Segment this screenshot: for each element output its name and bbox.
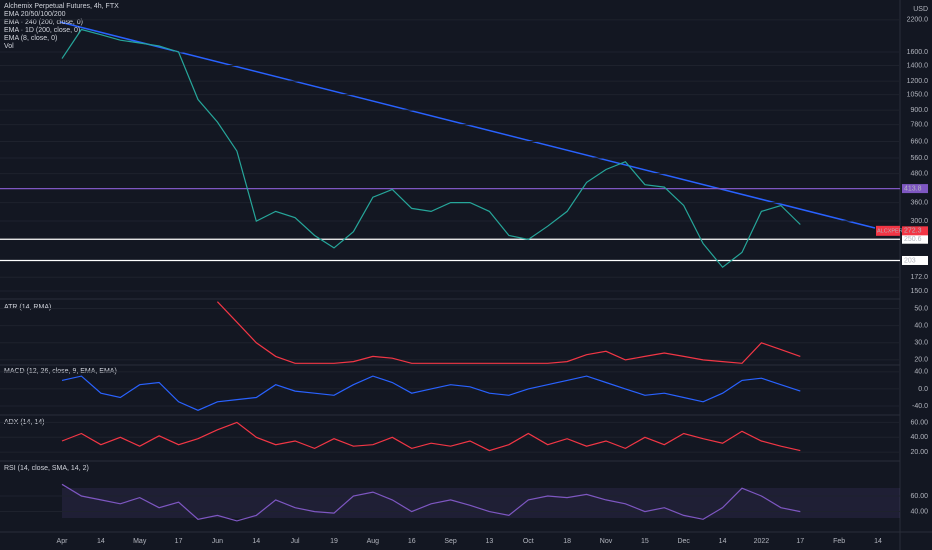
pane-title: RSI (14, close, SMA, 14, 2) [4, 465, 89, 472]
x-tick-label: Aug [367, 538, 380, 545]
series-line [216, 301, 801, 364]
y-tick-label: 1600.0 [907, 49, 929, 56]
y-tick-label: 0.0 [918, 386, 928, 393]
y-tick-label: 40.00 [910, 508, 928, 515]
indicator-label: EMA · 240 (200, close, 0) [4, 19, 83, 26]
symbol-tag-bg [876, 225, 900, 236]
y-tick-label: 20.00 [910, 449, 928, 456]
x-tick-label: Sep [444, 538, 457, 545]
last-price-bg [902, 226, 928, 236]
y-tick-label: 900.0 [910, 107, 928, 114]
y-tick-label: 20.0 [914, 357, 928, 364]
symbol-tag: ALCXPERP [877, 228, 907, 234]
y-tick-label: 40.00 [910, 434, 928, 441]
x-tick-label: 14 [874, 538, 882, 545]
y-tick-label: 172.0 [910, 274, 928, 281]
y-tick-label: 780.0 [910, 121, 928, 128]
x-tick-label: Jul [291, 538, 300, 545]
last-price: 272.3 [904, 228, 922, 235]
x-tick-label: 15 [641, 538, 649, 545]
y-tick-label: 40.0 [914, 369, 928, 376]
x-tick-label: 17 [796, 538, 804, 545]
y-tick-label: 360.0 [910, 199, 928, 206]
y-tick-label: 2200.0 [907, 17, 929, 24]
level-label: 250.6 [904, 236, 922, 243]
level-label: 203 [904, 257, 916, 264]
x-tick-label: 16 [408, 538, 416, 545]
x-tick-label: 14 [252, 538, 260, 545]
y-tick-label: 560.0 [910, 155, 928, 162]
pane-title: ATR (14, RMA) [4, 304, 51, 311]
rsi-band [62, 488, 900, 518]
y-tick-label: 60.00 [910, 493, 928, 500]
series-line [61, 375, 801, 411]
y-tick-label: -40.0 [912, 403, 928, 410]
y-tick-label: 1400.0 [907, 62, 929, 69]
x-tick-label: Jun [212, 538, 223, 545]
y-tick-label: 1050.0 [907, 91, 929, 98]
y-tick-label: 150.0 [910, 288, 928, 295]
y-tick-label: 300.0 [910, 218, 928, 225]
x-tick-label: Nov [600, 538, 613, 545]
indicator-label: EMA (8, close, 0) [4, 35, 57, 42]
x-tick-label: Dec [677, 538, 690, 545]
y-tick-label: 480.0 [910, 170, 928, 177]
series-line [61, 28, 801, 269]
x-tick-label: Apr [57, 538, 69, 545]
y-tick-label: 60.00 [910, 419, 928, 426]
x-tick-label: 17 [175, 538, 183, 545]
level-label-bg [902, 234, 928, 244]
x-tick-label: 14 [97, 538, 105, 545]
indicator-label: EMA 20/50/100/200 [4, 11, 66, 18]
x-tick-label: May [133, 538, 147, 545]
series-line [61, 421, 801, 452]
x-tick-label: Feb [833, 538, 845, 545]
x-tick-label: 14 [719, 538, 727, 545]
level-label: 413.8 [904, 185, 922, 192]
indicator-label: Vol [4, 43, 14, 50]
y-tick-label: 660.0 [910, 138, 928, 145]
symbol-title: Alchemix Perpetual Futures, 4h, FTX [4, 3, 119, 10]
y-tick-label: 30.0 [914, 340, 928, 347]
x-tick-label: 19 [330, 538, 338, 545]
currency: USD [913, 6, 928, 13]
indicator-label: EMA · 1D (200, close, 0) [4, 27, 80, 34]
level-label-bg [902, 255, 928, 265]
x-tick-label: 13 [486, 538, 494, 545]
x-tick-label: 18 [563, 538, 571, 545]
series-line [61, 483, 801, 522]
y-tick-label: 50.0 [914, 305, 928, 312]
y-tick-label: 40.0 [914, 323, 928, 330]
level-label-bg [902, 184, 928, 194]
y-tick-label: 1200.0 [907, 78, 929, 85]
x-tick-label: Oct [523, 538, 534, 545]
x-tick-label: 2022 [754, 538, 770, 545]
